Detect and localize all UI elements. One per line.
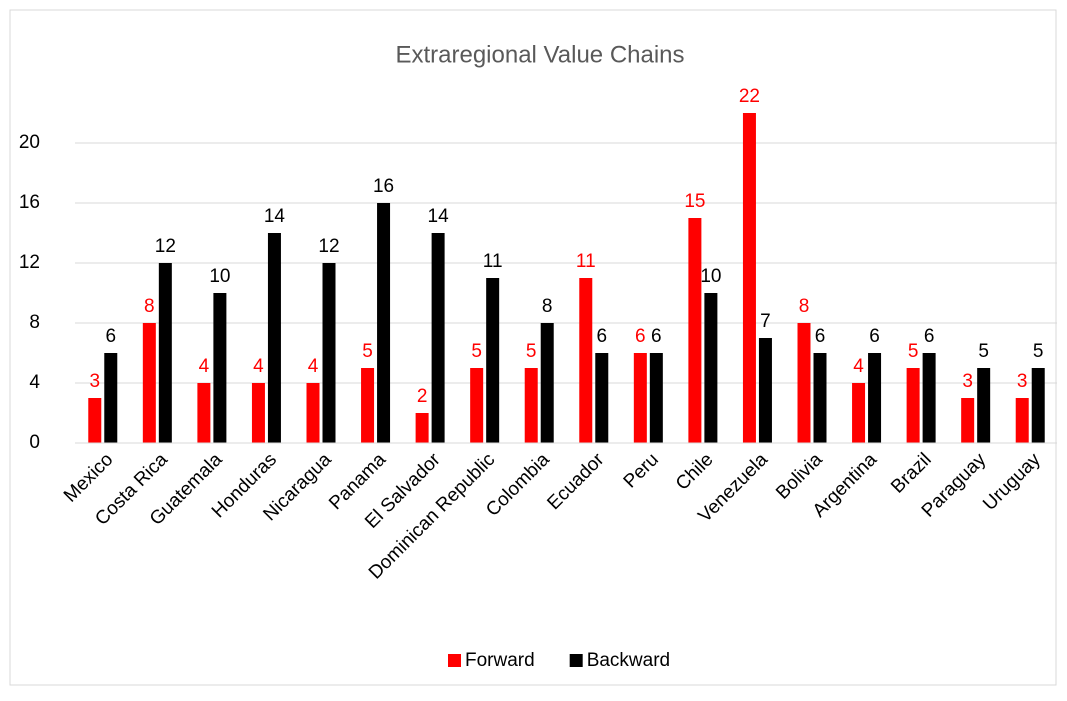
y-tick-label: 8 bbox=[29, 312, 40, 333]
bar bbox=[104, 353, 118, 443]
bar bbox=[142, 323, 156, 443]
bar bbox=[579, 278, 593, 443]
bar bbox=[306, 383, 320, 443]
bar bbox=[813, 353, 827, 443]
bar bbox=[540, 323, 554, 443]
bar bbox=[906, 368, 920, 443]
chart-border bbox=[9, 9, 1057, 686]
data-label: 7 bbox=[760, 311, 771, 332]
bar bbox=[322, 263, 336, 443]
data-label: 12 bbox=[155, 236, 176, 257]
bar bbox=[486, 278, 500, 443]
data-label: 8 bbox=[542, 296, 553, 317]
bar bbox=[213, 293, 227, 443]
data-label: 4 bbox=[853, 356, 864, 377]
bar bbox=[868, 353, 882, 443]
data-label: 6 bbox=[596, 326, 607, 347]
bar bbox=[595, 353, 609, 443]
legend-label: Backward bbox=[587, 650, 670, 671]
data-label: 5 bbox=[1033, 341, 1044, 362]
legend-swatch bbox=[569, 654, 583, 667]
bar bbox=[633, 353, 647, 443]
data-label: 15 bbox=[684, 191, 705, 212]
data-label: 5 bbox=[362, 341, 373, 362]
data-label: 4 bbox=[308, 356, 319, 377]
y-tick-label: 4 bbox=[29, 372, 40, 393]
data-label: 4 bbox=[199, 356, 210, 377]
bar bbox=[922, 353, 936, 443]
y-tick-label: 12 bbox=[19, 252, 40, 273]
bar bbox=[377, 203, 391, 443]
data-label: 6 bbox=[651, 326, 662, 347]
bar bbox=[361, 368, 375, 443]
data-label: 14 bbox=[428, 206, 450, 227]
data-label: 3 bbox=[962, 371, 973, 392]
y-tick-label: 16 bbox=[19, 192, 40, 213]
bar bbox=[977, 368, 991, 443]
data-label: 12 bbox=[318, 236, 339, 257]
bar bbox=[415, 413, 429, 443]
chart-title: Extraregional Value Chains bbox=[395, 41, 684, 68]
bar bbox=[852, 383, 866, 443]
bar bbox=[797, 323, 811, 443]
y-tick-label: 0 bbox=[29, 432, 40, 453]
bar bbox=[88, 398, 102, 443]
bar bbox=[431, 233, 445, 443]
data-label: 3 bbox=[89, 371, 100, 392]
data-label: 6 bbox=[635, 326, 646, 347]
data-label: 5 bbox=[908, 341, 919, 362]
y-tick-label: 20 bbox=[19, 132, 40, 153]
bar bbox=[524, 368, 538, 443]
bar bbox=[758, 338, 772, 443]
data-label: 6 bbox=[869, 326, 880, 347]
bar bbox=[704, 293, 718, 443]
data-label: 5 bbox=[978, 341, 989, 362]
data-label: 16 bbox=[373, 176, 394, 197]
bar bbox=[742, 113, 756, 443]
data-label: 11 bbox=[483, 251, 503, 272]
bar bbox=[961, 398, 975, 443]
bar bbox=[251, 383, 265, 443]
data-label: 22 bbox=[739, 86, 760, 107]
legend-swatch bbox=[448, 654, 461, 667]
data-label: 11 bbox=[576, 251, 596, 272]
bar bbox=[649, 353, 663, 443]
data-label: 6 bbox=[105, 326, 116, 347]
bar bbox=[158, 263, 172, 443]
data-label: 5 bbox=[471, 341, 482, 362]
data-label: 3 bbox=[1017, 371, 1028, 392]
bar bbox=[1015, 398, 1029, 443]
data-label: 10 bbox=[700, 266, 721, 287]
bar bbox=[470, 368, 484, 443]
data-label: 5 bbox=[526, 341, 537, 362]
data-label: 6 bbox=[924, 326, 935, 347]
bar bbox=[197, 383, 211, 443]
bar bbox=[688, 218, 702, 443]
legend-label: Forward bbox=[465, 650, 535, 671]
data-label: 6 bbox=[815, 326, 826, 347]
bar bbox=[1031, 368, 1045, 443]
data-label: 14 bbox=[264, 206, 286, 227]
data-label: 8 bbox=[144, 296, 155, 317]
data-label: 8 bbox=[799, 296, 810, 317]
bar bbox=[267, 233, 281, 443]
data-label: 10 bbox=[209, 266, 230, 287]
data-label: 2 bbox=[417, 386, 428, 407]
data-label: 4 bbox=[253, 356, 264, 377]
